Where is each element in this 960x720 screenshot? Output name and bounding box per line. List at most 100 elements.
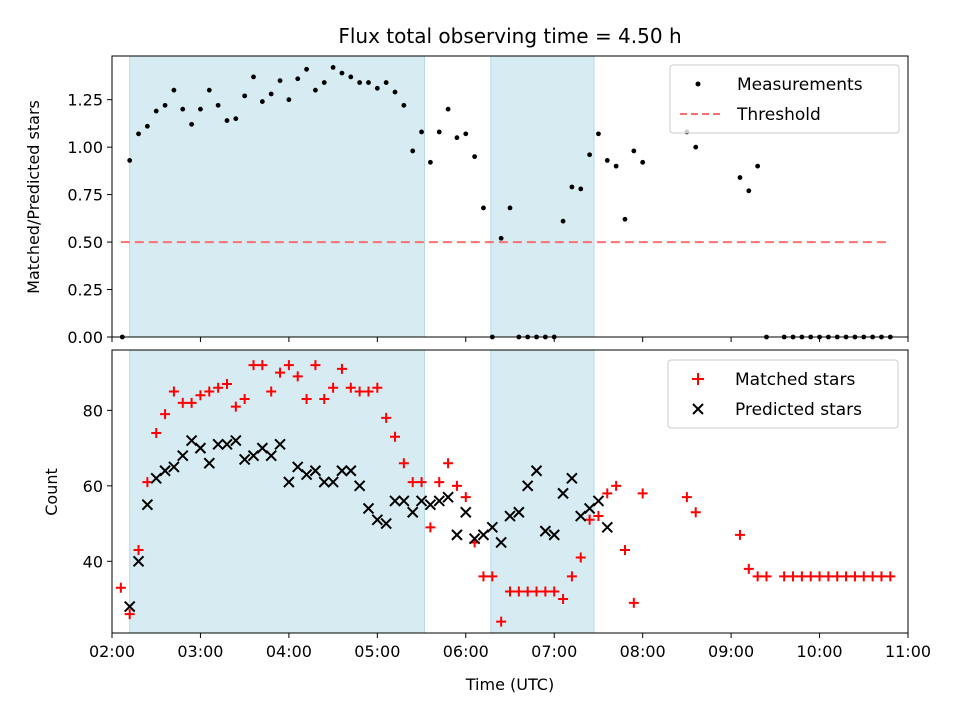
matched-star-point bbox=[460, 492, 471, 503]
x-tick-label: 11:00 bbox=[885, 642, 931, 661]
predicted-star-point bbox=[451, 529, 463, 541]
measurement-point bbox=[596, 131, 601, 137]
matched-star-point bbox=[522, 586, 533, 597]
measurement-point bbox=[507, 205, 513, 211]
measurement-point bbox=[755, 163, 761, 169]
matched-star-point bbox=[275, 367, 286, 378]
measurement-point bbox=[321, 80, 327, 85]
matched-star-point bbox=[779, 571, 790, 582]
top-panel-shaded-regions bbox=[129, 55, 595, 338]
predicted-star-point bbox=[141, 498, 154, 511]
x-axis-label: Time (UTC) bbox=[465, 675, 554, 694]
predicted-star-point bbox=[353, 480, 366, 492]
matched-star-point bbox=[566, 571, 577, 582]
measurement-point bbox=[153, 108, 159, 114]
matched-star-point bbox=[133, 544, 144, 555]
bottom-shaded-region bbox=[129, 349, 426, 634]
matched-star-point bbox=[584, 514, 595, 525]
predicted-star-point bbox=[283, 476, 295, 488]
top-y-tick-label: 1.00 bbox=[67, 138, 103, 157]
predicted-star-point bbox=[433, 495, 445, 507]
matched-star-point bbox=[637, 488, 648, 499]
measurement-point bbox=[604, 158, 610, 163]
matched-star-point bbox=[805, 571, 816, 582]
predicted-star-point bbox=[442, 491, 454, 503]
matched-star-point bbox=[814, 571, 825, 582]
legend-measurements-label: Measurements bbox=[737, 75, 863, 95]
bottom-panel-frame bbox=[111, 349, 909, 634]
measurement-point bbox=[613, 163, 619, 169]
measurement-point bbox=[481, 205, 486, 211]
matched-star-point bbox=[195, 390, 206, 401]
bottom-panel-ylabel: Count bbox=[42, 468, 61, 516]
matched-star-point bbox=[177, 397, 188, 408]
matched-star-point bbox=[619, 544, 630, 555]
matched-star-point bbox=[310, 360, 321, 371]
matched-star-point bbox=[221, 378, 232, 389]
legend-predicted-marker bbox=[692, 403, 704, 415]
measurement-point bbox=[259, 99, 265, 104]
top-shaded-region bbox=[129, 55, 426, 338]
measurement-point bbox=[410, 148, 416, 154]
predicted-star-point bbox=[221, 438, 233, 451]
matched-star-point bbox=[841, 571, 852, 582]
matched-star-point bbox=[531, 586, 542, 597]
predicted-star-point bbox=[327, 476, 339, 488]
predicted-star-point bbox=[265, 449, 277, 462]
predicted-star-point bbox=[592, 495, 605, 507]
measurement-point bbox=[587, 152, 592, 158]
top-y-tick-label: 0.25 bbox=[67, 281, 103, 300]
measurement-point bbox=[445, 106, 451, 112]
bottom-panel: 40 60 80 02:00 03:00 04:00 05:00 06:00 07:00 08:… bbox=[42, 349, 931, 661]
matched-star-point bbox=[858, 571, 869, 582]
measurement-point bbox=[198, 106, 203, 112]
measurement-point bbox=[392, 89, 398, 95]
measurement-point bbox=[428, 159, 433, 165]
predicted-star-point bbox=[318, 476, 330, 488]
legend-matched-marker bbox=[692, 373, 704, 385]
matched-star-point bbox=[451, 480, 462, 491]
legend-matched-label: Matched stars bbox=[735, 370, 855, 390]
bottom-panel-shaded-regions bbox=[129, 349, 595, 634]
matched-star-point bbox=[575, 552, 586, 563]
measurement-point bbox=[171, 87, 177, 93]
measurement-point bbox=[242, 93, 248, 99]
legend-measurements-marker bbox=[695, 81, 701, 87]
predicted-star-point bbox=[203, 457, 215, 469]
x-tick-label: 08:00 bbox=[620, 642, 666, 661]
measurement-point bbox=[224, 118, 230, 123]
measurement-point bbox=[162, 102, 168, 108]
matched-star-point bbox=[168, 386, 179, 397]
top-panel-marks bbox=[119, 64, 893, 340]
matched-star-point bbox=[611, 480, 622, 491]
bottom-legend: Matched stars Predicted stars bbox=[667, 359, 899, 429]
predicted-star-point bbox=[495, 536, 507, 549]
bottom-panel-marks bbox=[115, 360, 896, 627]
matched-star-point bbox=[257, 360, 268, 371]
matched-star-point bbox=[160, 409, 171, 420]
matched-star-point bbox=[832, 571, 843, 582]
predicted-star-point bbox=[300, 468, 313, 481]
predicted-star-point bbox=[398, 495, 410, 507]
matched-star-point bbox=[434, 477, 445, 488]
measurement-point bbox=[348, 74, 354, 80]
measurement-point bbox=[277, 78, 283, 84]
matched-star-point bbox=[761, 571, 772, 582]
top-y-tick-label: 0.75 bbox=[67, 186, 103, 205]
top-legend-box bbox=[669, 64, 900, 134]
top-panel-frame bbox=[111, 55, 909, 338]
matched-star-point bbox=[213, 382, 224, 393]
matched-star-point bbox=[823, 571, 834, 582]
predicted-star-point bbox=[530, 465, 543, 477]
matched-star-point bbox=[292, 371, 303, 382]
matched-star-point bbox=[390, 431, 401, 442]
matched-star-point bbox=[602, 488, 613, 499]
measurement-point bbox=[357, 80, 363, 85]
measurement-point bbox=[366, 80, 371, 85]
matched-star-point bbox=[115, 582, 126, 593]
measurement-point bbox=[569, 184, 575, 190]
predicted-star-point bbox=[460, 506, 472, 518]
matched-star-point bbox=[796, 571, 807, 582]
measurement-point bbox=[286, 97, 292, 103]
matched-star-point bbox=[416, 477, 427, 488]
